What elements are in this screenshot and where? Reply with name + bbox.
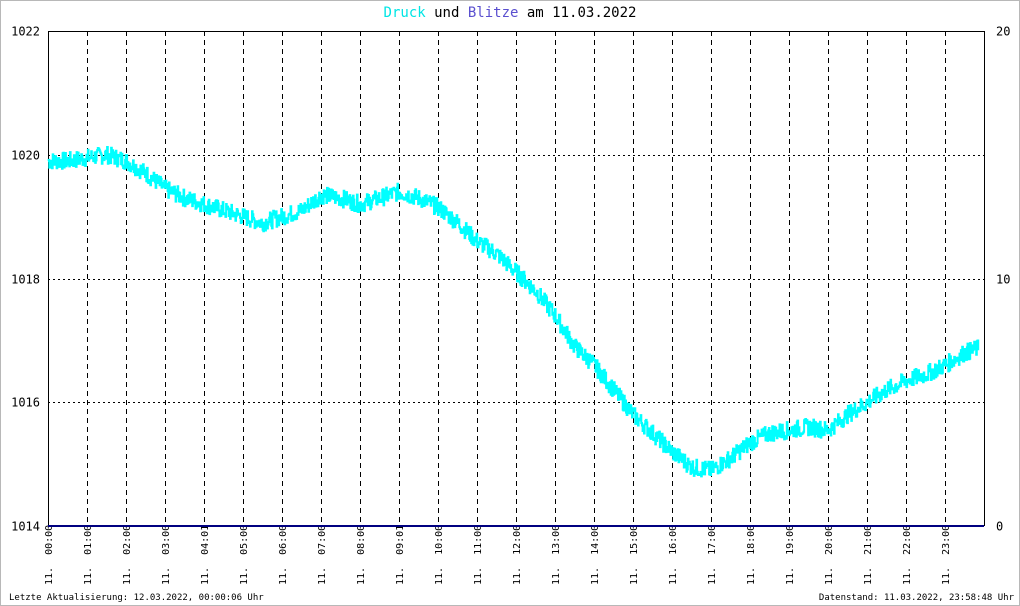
- x-tick-label: 11. 22:00: [902, 525, 913, 585]
- title-connector: und: [434, 5, 460, 21]
- x-tick-label: 11. 23:00: [941, 525, 952, 585]
- x-tick-label: 11. 00:00: [44, 525, 55, 585]
- y-left-tick-label: 1014: [11, 520, 40, 534]
- title-series-druck: Druck: [383, 5, 426, 21]
- x-tick-label: 11. 05:00: [239, 525, 250, 585]
- x-tick-label: 11. 17:00: [707, 525, 718, 585]
- y-left-tick-label: 1018: [11, 273, 40, 287]
- x-tick-label: 11. 11:00: [473, 525, 484, 585]
- x-tick-label: 11. 16:00: [668, 525, 679, 585]
- x-tick-label: 11. 15:00: [629, 525, 640, 585]
- title-date-prefix: am: [526, 5, 544, 21]
- x-tick-label: 11. 13:00: [551, 525, 562, 585]
- x-tick-label: 11. 14:00: [590, 525, 601, 585]
- y-right-tick-label: 10: [996, 273, 1010, 287]
- x-tick-label: 11. 20:00: [824, 525, 835, 585]
- x-tick-label: 11. 03:00: [161, 525, 172, 585]
- x-tick-label: 11. 07:00: [317, 525, 328, 585]
- x-tick-label: 11. 19:00: [785, 525, 796, 585]
- y-right-tick-label: 0: [996, 520, 1003, 534]
- x-tick-label: 11. 18:00: [746, 525, 757, 585]
- x-tick-label: 11. 01:00: [83, 525, 94, 585]
- x-tick-label: 11. 21:00: [863, 525, 874, 585]
- druck-line: [47, 146, 980, 478]
- x-tick-label: 11. 08:00: [356, 525, 367, 585]
- x-tick-label: 11. 02:00: [122, 525, 133, 585]
- x-tick-label: 11. 10:00: [434, 525, 445, 585]
- chart-title: Druck und Blitze am 11.03.2022: [0, 5, 1020, 21]
- x-tick-label: 11. 04:01: [200, 525, 211, 585]
- y-left-tick-label: 1022: [11, 25, 40, 39]
- x-tick-label: 11. 09:01: [395, 525, 406, 585]
- x-tick-label: 11. 12:00: [512, 525, 523, 585]
- y-left-tick-label: 1016: [11, 396, 40, 410]
- x-tick-label: 11. 06:00: [278, 525, 289, 585]
- y-left-tick-label: 1020: [11, 149, 40, 163]
- data-status-text: Datenstand: 11.03.2022, 23:58:48 Uhr: [818, 593, 1014, 603]
- last-update-text: Letzte Aktualisierung: 12.03.2022, 00:00…: [9, 593, 264, 603]
- title-date: 11.03.2022: [552, 5, 637, 21]
- y-right-tick-label: 20: [996, 25, 1010, 39]
- title-series-blitze: Blitze: [467, 5, 519, 21]
